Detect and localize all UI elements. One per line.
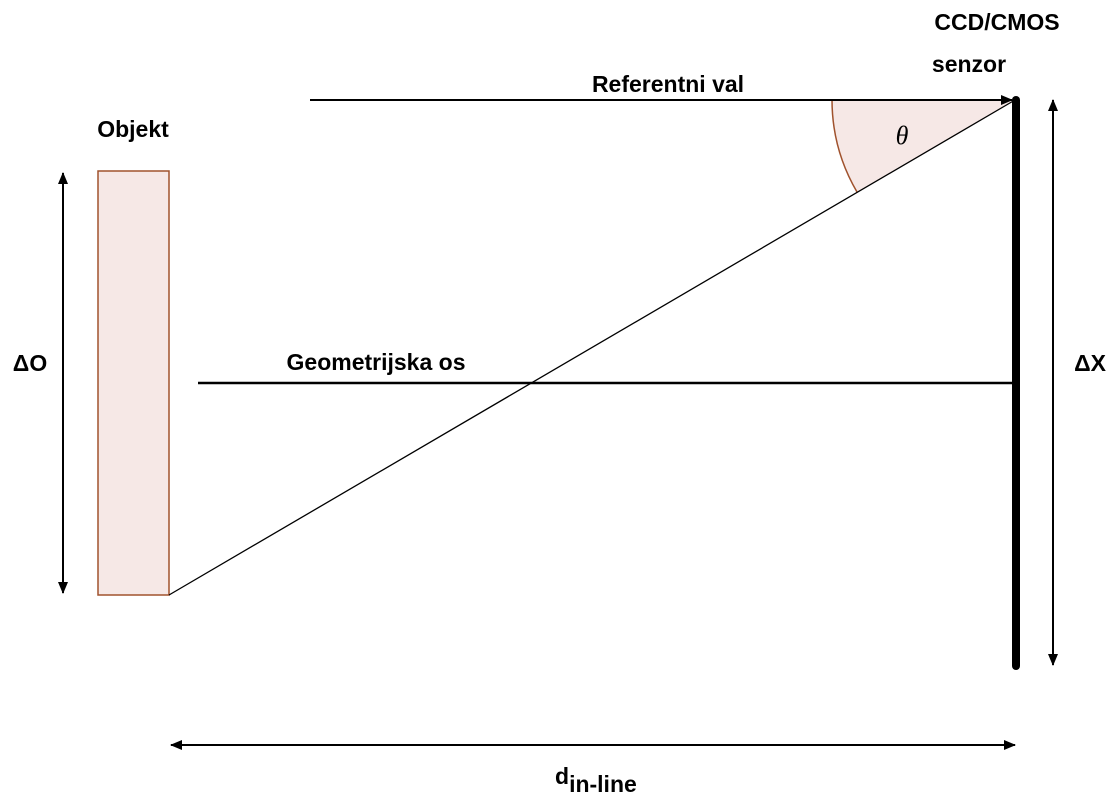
theta-label: θ	[896, 121, 909, 150]
diagonal-ray	[168, 99, 1016, 596]
distance-sub: in-line	[569, 771, 637, 797]
reference-label: Referentni val	[592, 71, 744, 97]
sensor-label: senzor	[932, 51, 1006, 77]
distance-main: d	[555, 763, 569, 789]
axis-label: Geometrijska os	[287, 349, 466, 375]
distance-label: din-line	[555, 763, 637, 797]
angle-fill	[832, 100, 1015, 192]
angle-arc	[831, 99, 858, 193]
object-rect	[97, 170, 170, 596]
delta-o-label: ΔO	[13, 350, 47, 376]
delta-x-label: ΔX	[1074, 350, 1107, 376]
sensor-label: CCD/CMOS	[934, 9, 1059, 35]
object-label: Objekt	[97, 116, 169, 142]
